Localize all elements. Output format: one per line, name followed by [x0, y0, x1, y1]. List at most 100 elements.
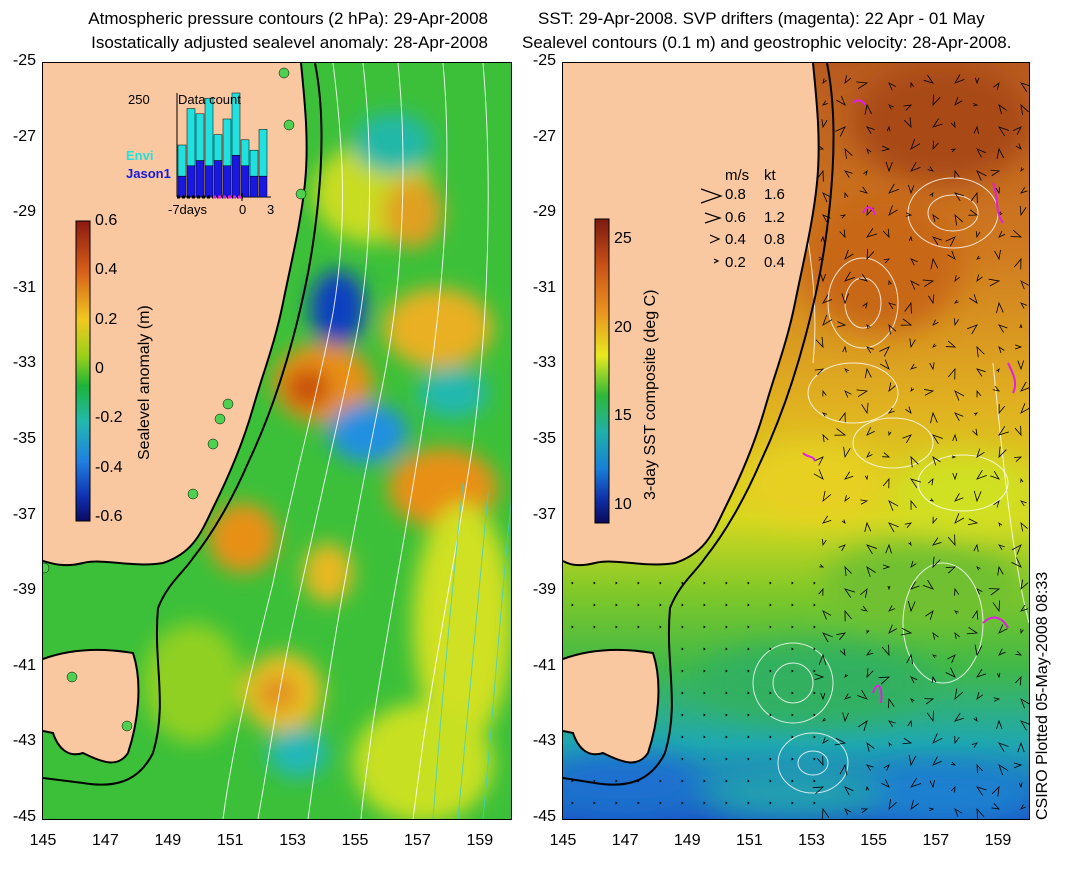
velocity-vector — [905, 406, 912, 414]
velocity-vector — [954, 299, 959, 304]
velocity-vector — [866, 544, 877, 555]
velocity-vector — [844, 471, 854, 480]
velocity-vector — [1020, 302, 1028, 309]
histogram-bar-jason1 — [204, 165, 214, 198]
velocity-vector — [866, 566, 876, 577]
velocity-vector — [992, 385, 1001, 392]
histogram-xtick-zero: 0 — [239, 202, 247, 217]
velocity-vector — [996, 672, 1001, 679]
velocity-vector — [954, 610, 959, 615]
velocity-vector — [923, 389, 935, 396]
velocity-vector — [747, 801, 750, 805]
right-lat-tick: -25 — [532, 52, 556, 69]
velocity-vector — [947, 654, 956, 664]
velocity-vector — [929, 362, 935, 371]
velocity-vector — [571, 581, 574, 585]
velocity-vector — [998, 624, 1008, 634]
velocity-vector — [888, 624, 897, 634]
histogram-bar-envi — [204, 97, 214, 167]
velocity-vector — [821, 119, 828, 129]
velocity-vector — [924, 698, 935, 705]
velocity-vector — [954, 712, 965, 722]
velocity-vector — [747, 713, 750, 717]
velocity-vector — [791, 691, 794, 695]
velocity-vector — [856, 81, 869, 90]
left-lat-tick: -35 — [12, 430, 36, 447]
velocity-vector — [813, 757, 816, 761]
velocity-vector — [954, 587, 960, 596]
velocity-vector — [998, 426, 1009, 436]
velocity-legend-ms: 0.6 — [725, 208, 746, 226]
velocity-vector — [885, 543, 892, 554]
velocity-vector — [637, 581, 640, 585]
velocity-legend-kt: 1.6 — [764, 186, 785, 203]
velocity-vector — [791, 779, 794, 783]
velocity-vector — [681, 735, 684, 739]
velocity-vector — [747, 669, 750, 673]
velocity-vector — [816, 756, 824, 767]
histogram-bar-jason1 — [249, 175, 259, 198]
velocity-vector — [1020, 579, 1029, 591]
velocity-vector — [835, 126, 846, 137]
velocity-vector — [866, 148, 872, 154]
velocity-vector — [637, 603, 640, 607]
velocity-vector — [1020, 477, 1024, 483]
histogram-bar-jason1 — [240, 165, 250, 198]
velocity-vector — [1014, 425, 1022, 437]
velocity-vector — [923, 579, 934, 590]
velocity-vector — [859, 186, 868, 194]
velocity-vector — [725, 735, 728, 739]
velocity-vector — [822, 610, 832, 620]
velocity-vector — [932, 756, 942, 766]
histogram-bar-jason1 — [222, 165, 232, 198]
velocity-legend-ms: 0.4 — [725, 231, 746, 248]
velocity-vector — [844, 609, 852, 622]
velocity-vector — [976, 170, 987, 181]
velocity-vector — [615, 603, 618, 607]
velocity-vector — [908, 235, 913, 242]
histogram-bar-jason1 — [195, 160, 205, 198]
velocity-vector — [910, 258, 918, 266]
velocity-vector — [910, 280, 920, 290]
left-lon-tick: 151 — [216, 832, 244, 849]
velocity-vector — [1010, 229, 1023, 238]
velocity-vector — [725, 625, 728, 629]
velocity-vector — [882, 564, 891, 570]
velocity-vector — [844, 191, 849, 199]
velocity-vector — [725, 713, 728, 717]
histogram-bar-jason1 — [213, 160, 223, 198]
velocity-vector — [822, 78, 827, 85]
velocity-vector — [910, 499, 917, 510]
velocity-vector — [769, 669, 772, 673]
velocity-vector — [881, 145, 891, 152]
velocity-vector — [725, 603, 728, 607]
velocity-vector — [967, 518, 979, 526]
right-lat-tick: -29 — [532, 203, 556, 221]
velocity-vector — [930, 411, 938, 424]
velocity-vector — [910, 138, 921, 150]
velocity-vector — [976, 255, 981, 260]
velocity-vector — [834, 737, 847, 746]
velocity-vector — [910, 81, 915, 88]
velocity-vector — [888, 104, 894, 110]
velocity-vector — [725, 779, 728, 783]
velocity-vector — [932, 140, 939, 151]
velocity-vector — [929, 498, 935, 502]
tide-gauge-marker — [295, 188, 307, 200]
velocity-vector — [725, 801, 728, 805]
velocity-vector — [975, 231, 981, 239]
velocity-vector — [866, 649, 874, 656]
velocity-vector — [725, 581, 728, 585]
velocity-vector — [1014, 257, 1022, 270]
velocity-vector — [932, 537, 942, 546]
right-lon-tick: 159 — [984, 832, 1012, 849]
right-title-line1: SST: 29-Apr-2008. SVP drifters (magenta)… — [538, 9, 985, 28]
velocity-vector — [791, 735, 794, 739]
velocity-vector — [861, 402, 869, 415]
velocity-vector — [836, 632, 847, 641]
velocity-vector — [1020, 403, 1029, 414]
velocity-vector — [910, 387, 915, 393]
velocity-vector — [681, 757, 684, 761]
left-lat-tick: -27 — [12, 127, 36, 145]
velocity-vector — [910, 581, 920, 590]
